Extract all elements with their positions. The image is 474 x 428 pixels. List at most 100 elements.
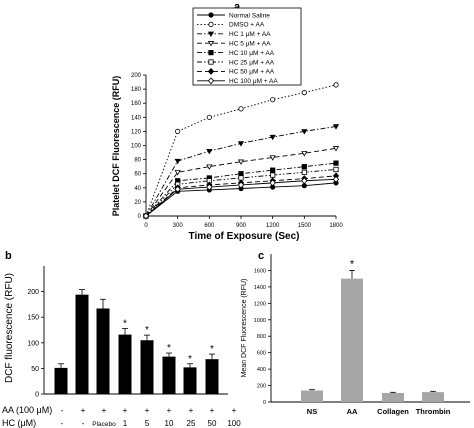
panel-a-data-point bbox=[332, 146, 340, 152]
panel-a-series-group bbox=[142, 82, 340, 220]
panel-a-y-tick-label: 60 bbox=[134, 172, 141, 178]
panel-a-data-point bbox=[174, 158, 181, 165]
panel-a-data-point bbox=[269, 155, 276, 161]
panel-b-bar bbox=[75, 294, 89, 394]
panel-b-y-tick-label: 100 bbox=[27, 340, 39, 347]
panel-b-bar-group: * bbox=[140, 325, 154, 394]
panel-a-data-point bbox=[301, 169, 307, 175]
panel-a-legend-marker bbox=[208, 50, 214, 56]
panel-b-row-label-hc: HC (μM) bbox=[2, 418, 36, 428]
panel-c-bar bbox=[422, 392, 444, 402]
panel-a-data-point bbox=[269, 134, 276, 141]
panel-a-legend-label: HC 50 μM + AA bbox=[229, 69, 275, 76]
panel-c: c 0 200 400 600 800 1000 1200 1400 1600 NS * AA Col… bbox=[241, 250, 470, 416]
panel-a-label: a bbox=[234, 1, 241, 13]
panel-a-x-tick-label: 900 bbox=[236, 223, 247, 229]
panel-b-y-tick-label: 0 bbox=[35, 392, 39, 399]
panel-c-y-tick-label: 1200 bbox=[254, 301, 266, 307]
panel-b-significance-mark: * bbox=[167, 343, 171, 354]
panel-b-significance-mark: * bbox=[123, 318, 127, 329]
panel-c-category-label: Thrombin bbox=[416, 407, 451, 416]
panel-a-legend-entry: HC 5 μM + AA bbox=[197, 41, 271, 48]
panel-a-ticks: 0 300 600 900 1200 1500 1800 0 20 40 60 80 100 120 140… bbox=[131, 73, 343, 229]
panel-a-legend-marker bbox=[208, 21, 214, 27]
panel-a-data-point bbox=[301, 164, 307, 170]
panel-c-category-label: NS bbox=[307, 407, 317, 416]
panel-b-bar-group bbox=[96, 298, 110, 394]
panel-a-series bbox=[143, 82, 339, 219]
panel-a-series bbox=[142, 146, 340, 220]
panel-b-bar bbox=[162, 356, 176, 394]
panel-a-y-axis-title: Platelet DCF Fluorescence (RFU) bbox=[111, 76, 121, 217]
panel-a-legend-marker bbox=[208, 12, 214, 18]
panel-c-bar bbox=[301, 390, 323, 402]
panel-a-data-point bbox=[238, 106, 244, 112]
panel-a-data-point bbox=[333, 82, 339, 88]
panel-a-y-tick-label: 20 bbox=[134, 200, 141, 206]
panel-b-hc-cell: 5 bbox=[145, 419, 150, 428]
panel-a-data-point bbox=[142, 212, 150, 220]
panel-b-significance-mark: * bbox=[210, 344, 214, 355]
panel-a-data-point bbox=[269, 179, 276, 187]
panel-a-legend-label: HC 5 μM + AA bbox=[229, 41, 271, 48]
panel-a-y-tick-label: 180 bbox=[131, 87, 142, 93]
panel-a-legend-entry: HC 1 μM + AA bbox=[197, 31, 271, 38]
panel-c-ticks: 0 200 400 600 800 1000 1200 1400 1600 bbox=[254, 268, 271, 406]
panel-a-y-tick-label: 140 bbox=[131, 115, 142, 121]
panel-c-y-tick-label: 400 bbox=[257, 367, 266, 373]
panel-a-legend-label: HC 25 μM + AA bbox=[229, 59, 275, 66]
panel-a-series bbox=[142, 175, 340, 220]
panel-a-legend-label: Normal Saline bbox=[229, 12, 270, 19]
panel-b-bar-group: * bbox=[118, 318, 132, 394]
panel-b-condition-rows: - + + + + + + + +- - Placebo 1 5 10 25 50 100 bbox=[61, 406, 242, 428]
panel-b-aa-cell: + bbox=[210, 406, 215, 415]
panel-c-y-tick-label: 600 bbox=[257, 351, 266, 357]
panel-a-y-tick-label: 100 bbox=[131, 144, 142, 150]
panel-c-category-label: Collagen bbox=[377, 407, 409, 416]
panel-a-x-tick-label: 600 bbox=[204, 223, 215, 229]
panel-a-data-point bbox=[270, 172, 276, 178]
panel-a-y-tick-label: 40 bbox=[134, 186, 141, 192]
panel-a-data-point bbox=[270, 167, 276, 173]
panel-b-hc-cell: 25 bbox=[187, 419, 196, 428]
panel-c-bar bbox=[382, 392, 404, 402]
panel-a-data-point bbox=[206, 114, 212, 120]
panel-a-legend: Normal Saline DMSO + AA HC 1 μM + AA HC 5 μ… bbox=[197, 12, 278, 85]
panel-a-legend-marker bbox=[207, 41, 215, 47]
panel-a-legend-label: HC 100 μM + AA bbox=[229, 78, 278, 85]
panel-c-y-tick-label: 1000 bbox=[254, 318, 266, 324]
panel-a-data-point bbox=[206, 183, 213, 191]
panel-a-x-tick-label: 1500 bbox=[298, 223, 312, 229]
panel-a-data-point bbox=[175, 128, 181, 134]
panel-b-row-label-aa: AA (100 μM) bbox=[2, 405, 52, 415]
panel-a-legend-entry: HC 10 μM + AA bbox=[197, 50, 275, 57]
panel-a-legend-entry: HC 100 μM + AA bbox=[197, 77, 278, 85]
panel-a-legend-label: DMSO + AA bbox=[229, 22, 265, 29]
panel-a-data-point bbox=[301, 90, 307, 96]
panel-b-bar-group: * bbox=[183, 354, 197, 394]
panel-b-bar-group bbox=[75, 289, 89, 394]
panel-b-hc-cell: 10 bbox=[165, 419, 174, 428]
panel-c-bar-group: Collagen bbox=[377, 391, 409, 416]
panel-a-y-tick-label: 80 bbox=[134, 158, 141, 164]
panel-b-bar-group bbox=[54, 363, 68, 394]
panel-b-hc-cell: 100 bbox=[227, 419, 241, 428]
panel-c-bar-group: * AA bbox=[341, 258, 363, 416]
panel-c-y-tick-label: 0 bbox=[263, 400, 266, 406]
panel-c-bar-group: NS bbox=[301, 389, 323, 416]
panel-a-legend-marker bbox=[208, 59, 214, 65]
panel-c-category-label: AA bbox=[347, 407, 358, 416]
panel-a: a Normal Saline DMSO + AA HC 1 μM + AA HC 5… bbox=[111, 1, 343, 242]
panel-a-legend-marker bbox=[207, 67, 215, 75]
panel-a-y-tick-label: 0 bbox=[138, 214, 142, 220]
panel-a-y-tick-label: 200 bbox=[131, 73, 142, 79]
panel-c-label: c bbox=[258, 250, 264, 262]
panel-c-y-axis-title: Mean DCF Fluorescence (RFU) bbox=[241, 279, 248, 378]
panel-b-aa-cell: + bbox=[145, 406, 150, 415]
panel-c-significance-mark: * bbox=[350, 258, 355, 270]
panel-a-data-point bbox=[206, 164, 213, 170]
panel-a-data-point bbox=[332, 175, 340, 183]
panel-b-aa-cell: - bbox=[61, 406, 64, 415]
panel-a-data-point bbox=[333, 160, 339, 166]
panel-a-legend-entry: Normal Saline bbox=[197, 12, 270, 19]
